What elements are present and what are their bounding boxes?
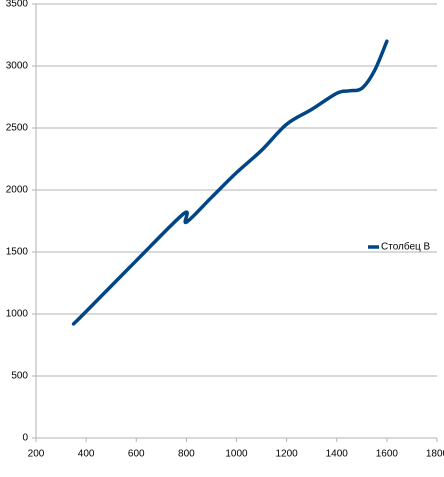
x-tick-label: 1600 <box>376 449 399 460</box>
y-tick-label: 2500 <box>6 123 29 134</box>
x-tick-label: 200 <box>28 449 45 460</box>
legend-label: Столбец B <box>381 241 431 253</box>
y-tick-label: 3000 <box>6 61 29 72</box>
x-tick-label: 600 <box>128 449 145 460</box>
data-line <box>71 39 389 326</box>
y-tick-label: 1500 <box>6 247 29 258</box>
x-tick-label: 800 <box>178 449 195 460</box>
y-tick-label: 3500 <box>6 0 29 10</box>
y-tick-label: 2000 <box>6 185 29 196</box>
x-tick-label: 1400 <box>326 449 349 460</box>
x-tick-label: 1000 <box>225 449 248 460</box>
y-tick-label: 500 <box>11 371 28 382</box>
y-tick-label: 0 <box>22 433 28 444</box>
y-tick-label: 1000 <box>6 309 29 320</box>
x-tick-label: 1200 <box>276 449 299 460</box>
x-tick-label: 1800 <box>426 449 444 460</box>
x-tick-label: 400 <box>78 449 95 460</box>
